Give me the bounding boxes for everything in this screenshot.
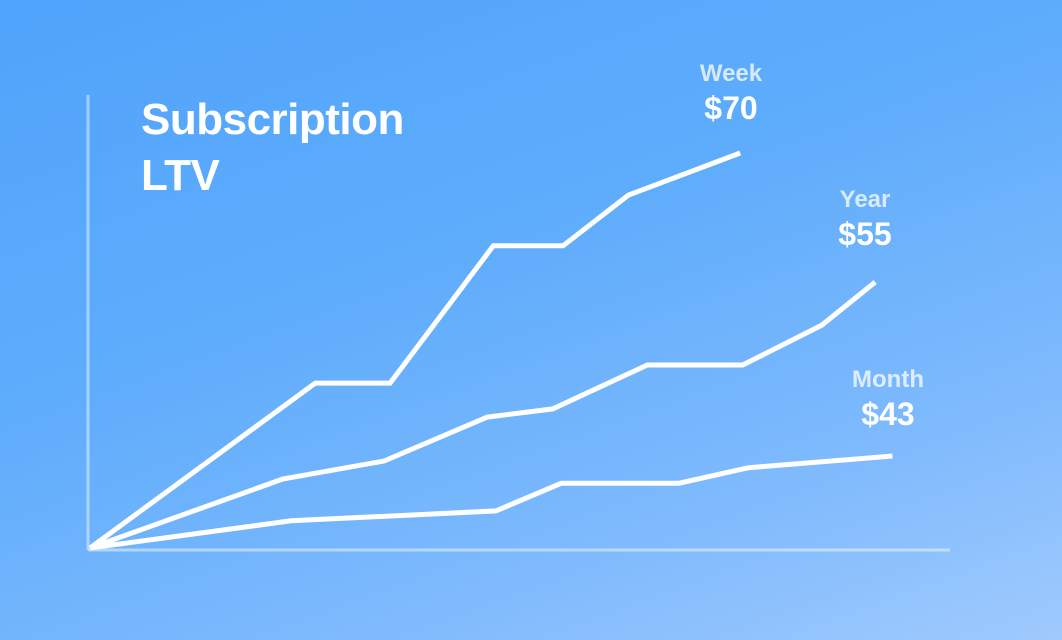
series-line-year <box>89 280 877 551</box>
series-name: Week <box>699 60 763 87</box>
series-label-year: Year $55 <box>838 186 891 254</box>
series-line-month <box>89 453 893 551</box>
chart-title: Subscription LTV <box>141 95 404 200</box>
series-lines <box>88 150 893 551</box>
series-name: Month <box>852 366 924 393</box>
series-value: $43 <box>861 396 915 432</box>
series-value: $55 <box>838 216 892 252</box>
series-line-week <box>88 150 742 551</box>
series-value: $70 <box>704 90 758 126</box>
series-label-week: Week $70 <box>700 60 762 128</box>
series-name: Year <box>839 186 891 213</box>
series-label-month: Month $43 <box>852 366 924 434</box>
